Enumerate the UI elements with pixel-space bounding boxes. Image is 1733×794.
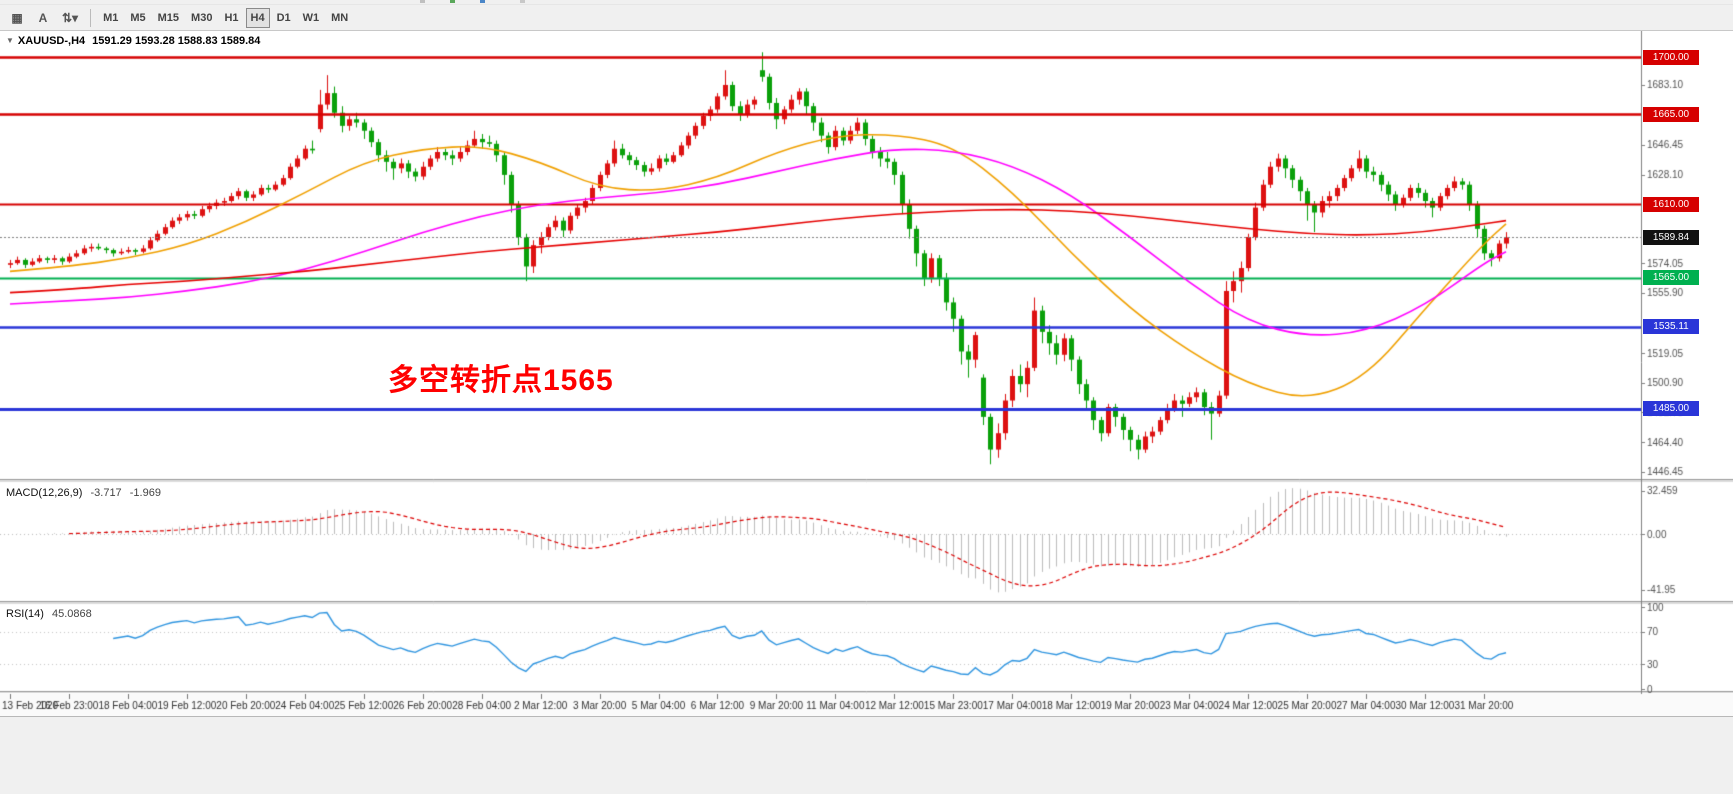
timeframe-buttons: M1 M5 M15 M30 H1 H4 D1 W1 MN <box>97 7 354 28</box>
timeframe-button-h4[interactable]: H4 <box>245 7 270 28</box>
tool-icon-buttons: ▦ A ⇅▾ <box>4 8 84 28</box>
chart-window: ▼ XAUUSD-,H4 1591.29 1593.28 1588.83 1589.… <box>0 31 1733 716</box>
clipped-icon <box>450 0 455 3</box>
price-chart-canvas[interactable] <box>0 31 1733 716</box>
clipped-main-toolbar <box>0 0 1733 5</box>
timeframe-button-m1[interactable]: M1 <box>98 8 123 28</box>
timeframe-button-mn[interactable]: MN <box>326 8 353 28</box>
toolbar-separator <box>90 8 92 27</box>
timeframe-button-h1[interactable]: H1 <box>219 8 243 28</box>
toolbar: ▦ A ⇅▾ M1 M5 M15 M30 H1 H4 D1 W1 MN <box>0 5 1733 31</box>
clipped-icon <box>420 0 425 3</box>
cursor-tool-icon[interactable]: A <box>31 8 55 28</box>
timeframe-button-d1[interactable]: D1 <box>272 8 296 28</box>
clipped-icon <box>520 0 525 3</box>
timeframe-button-w1[interactable]: W1 <box>298 8 325 28</box>
bottom-area <box>0 716 1733 794</box>
scale-tool-icon[interactable]: ⇅▾ <box>57 8 83 28</box>
timeframe-button-m15[interactable]: M15 <box>153 8 184 28</box>
timeframe-button-m5[interactable]: M5 <box>125 8 150 28</box>
timeframe-button-m30[interactable]: M30 <box>186 8 217 28</box>
clipped-icon <box>480 0 485 3</box>
indicators-list-icon[interactable]: ▦ <box>5 8 29 28</box>
